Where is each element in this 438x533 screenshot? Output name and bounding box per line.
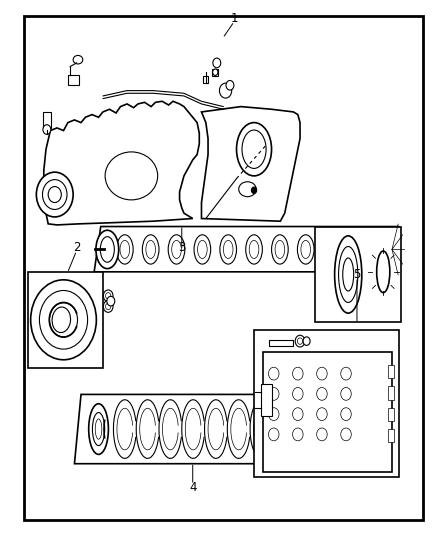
Circle shape — [213, 69, 218, 75]
Circle shape — [297, 338, 303, 344]
Circle shape — [293, 387, 303, 400]
Circle shape — [293, 367, 303, 380]
Ellipse shape — [168, 235, 185, 264]
Circle shape — [317, 387, 327, 400]
Polygon shape — [201, 107, 300, 221]
Ellipse shape — [239, 182, 256, 197]
Ellipse shape — [142, 235, 159, 264]
Circle shape — [295, 335, 305, 347]
Bar — [388, 408, 394, 421]
Circle shape — [49, 303, 78, 337]
Ellipse shape — [117, 235, 133, 264]
Circle shape — [103, 301, 113, 312]
Ellipse shape — [339, 246, 358, 303]
Text: 3: 3 — [178, 241, 185, 254]
Circle shape — [268, 428, 279, 441]
Ellipse shape — [301, 240, 311, 259]
Text: 1: 1 — [230, 12, 238, 25]
Circle shape — [48, 187, 61, 203]
Ellipse shape — [92, 413, 105, 446]
Ellipse shape — [120, 240, 130, 259]
Ellipse shape — [343, 258, 354, 291]
Ellipse shape — [88, 404, 109, 454]
Ellipse shape — [327, 240, 336, 259]
Circle shape — [341, 408, 351, 421]
Bar — [388, 386, 394, 400]
Ellipse shape — [105, 152, 158, 200]
Circle shape — [103, 290, 113, 302]
Circle shape — [341, 428, 351, 441]
Ellipse shape — [249, 240, 259, 259]
Ellipse shape — [275, 240, 285, 259]
Ellipse shape — [246, 235, 262, 264]
Bar — [388, 429, 394, 442]
Bar — [261, 384, 272, 416]
Circle shape — [31, 280, 96, 360]
Ellipse shape — [220, 235, 237, 264]
Circle shape — [317, 367, 327, 380]
Circle shape — [341, 367, 351, 380]
Text: 4: 4 — [189, 481, 197, 494]
Bar — [43, 112, 51, 128]
Polygon shape — [254, 330, 399, 477]
Ellipse shape — [377, 251, 390, 293]
Polygon shape — [28, 272, 103, 368]
Ellipse shape — [172, 240, 181, 259]
Circle shape — [317, 428, 327, 441]
Bar — [263, 352, 392, 472]
Text: 2: 2 — [73, 241, 81, 254]
Ellipse shape — [146, 240, 155, 259]
Bar — [68, 75, 79, 85]
Circle shape — [251, 187, 257, 193]
Circle shape — [226, 80, 234, 90]
Ellipse shape — [95, 419, 102, 439]
Ellipse shape — [96, 230, 119, 269]
Ellipse shape — [73, 55, 83, 64]
Circle shape — [268, 387, 279, 400]
Ellipse shape — [100, 237, 114, 262]
Circle shape — [42, 180, 67, 209]
Ellipse shape — [349, 235, 366, 264]
Circle shape — [268, 408, 279, 421]
Ellipse shape — [353, 240, 362, 259]
Circle shape — [43, 125, 51, 134]
Circle shape — [106, 293, 111, 299]
Ellipse shape — [335, 236, 362, 313]
Circle shape — [58, 313, 69, 326]
Bar — [212, 69, 218, 76]
Circle shape — [293, 408, 303, 421]
Circle shape — [213, 58, 221, 68]
Bar — [388, 365, 394, 378]
Circle shape — [293, 428, 303, 441]
Circle shape — [106, 303, 111, 310]
Circle shape — [107, 296, 115, 306]
Circle shape — [39, 290, 88, 349]
Polygon shape — [94, 227, 399, 272]
Circle shape — [303, 337, 310, 345]
Ellipse shape — [198, 240, 207, 259]
Ellipse shape — [272, 235, 288, 264]
Ellipse shape — [223, 240, 233, 259]
Text: 5: 5 — [353, 268, 360, 281]
Bar — [269, 340, 293, 346]
Polygon shape — [74, 394, 315, 464]
Bar — [203, 76, 208, 83]
Ellipse shape — [387, 236, 397, 263]
Circle shape — [268, 367, 279, 380]
Circle shape — [36, 172, 73, 217]
Ellipse shape — [297, 235, 314, 264]
Ellipse shape — [237, 123, 272, 176]
Polygon shape — [315, 227, 401, 322]
Polygon shape — [44, 101, 199, 225]
Ellipse shape — [323, 235, 340, 264]
Circle shape — [317, 408, 327, 421]
Ellipse shape — [194, 235, 211, 264]
Ellipse shape — [242, 130, 266, 168]
Circle shape — [341, 387, 351, 400]
Circle shape — [219, 83, 232, 98]
Ellipse shape — [52, 307, 71, 333]
